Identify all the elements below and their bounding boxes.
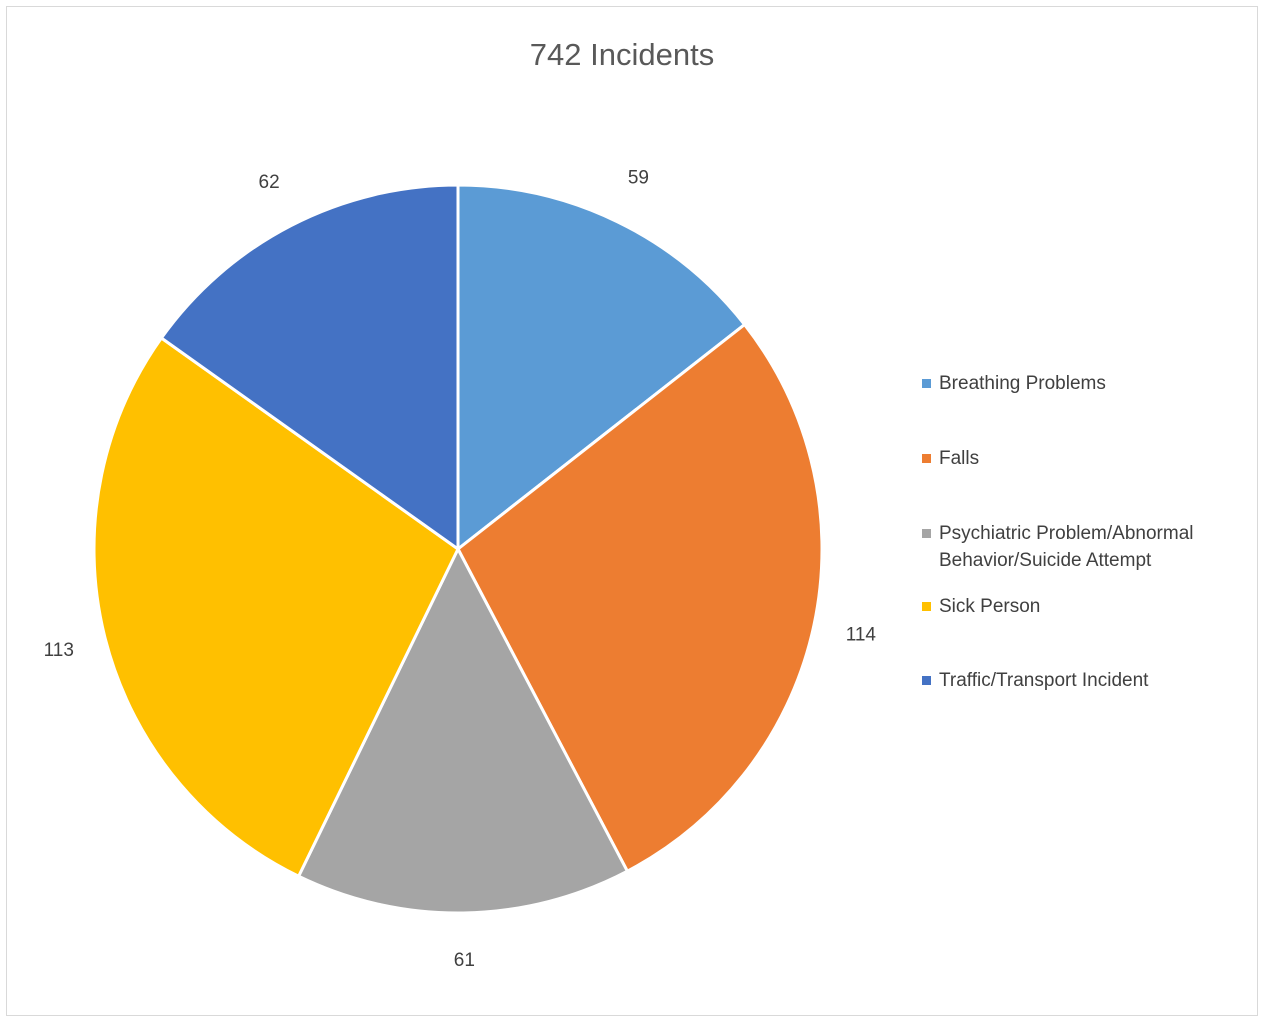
legend-item-psychiatric-problem: Psychiatric Problem/Abnormal Behavior/Su… [922,520,1239,574]
pie-slice-falls [456,323,824,873]
legend-label: Sick Person [939,596,1041,617]
legend-swatch [922,676,931,685]
legend-swatch [922,379,931,388]
legend-label: Psychiatric Problem/Abnormal Behavior/Su… [939,523,1194,571]
data-label-breathing-problems: 59 [628,168,649,189]
pie-slice-breathing-problems [456,183,747,551]
pie-slice-psychiatric-problem-abnormal-behavior-suicide-attempt [297,547,629,915]
data-label-falls: 114 [846,624,877,645]
pie-slice-traffic-transport-incident [159,183,460,551]
legend-swatch [922,529,931,538]
data-label-psychiatric-problem-abnormal-behavior-suicide-attempt: 61 [454,950,475,971]
legend-label: Breathing Problems [939,373,1106,394]
data-label-traffic-transport-incident: 62 [259,172,280,193]
pie-slice-sick-person [92,336,460,878]
pie-slices [92,183,824,915]
chart-title: 742 Incidents [529,37,715,72]
legend-label: Traffic/Transport Incident [939,670,1149,691]
legend-swatch [922,454,931,463]
legend-item-traffic-transport-incident: Traffic/Transport Incident [922,667,1239,694]
data-label-sick-person: 113 [44,640,74,661]
legend-swatch [922,602,931,611]
legend-item-sick-person: Sick Person [922,593,1239,620]
pie-data-labels: 59 114 61 113 62 [44,168,877,971]
legend-item-breathing-problems: Breathing Problems [922,370,1239,397]
legend-item-falls: Falls [922,445,1239,472]
legend-label: Falls [939,448,980,469]
